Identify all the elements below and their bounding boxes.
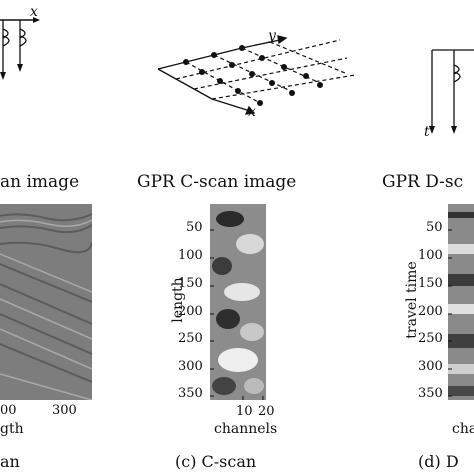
x-axis-letter: x [248,104,256,120]
y-axis-label: travel time [404,261,420,339]
x-axis-letter: x [30,4,38,20]
ytick: 200 [178,304,203,319]
ytick: 150 [178,276,203,291]
ytick: 200 [418,304,443,319]
t-axis-letter: t [424,124,430,140]
xtick: 20 [258,404,275,419]
dscan-ticks [448,229,452,397]
ytick: 100 [178,248,203,263]
cscan-image [210,204,266,400]
panel-c-caption: (c) C-scan [175,452,257,471]
panel-a-title: an image [0,172,80,192]
x-axis-label: chai [452,421,474,437]
panel-c-title: GPR C-scan image [137,172,297,192]
xtick: 10 [236,404,253,419]
dscan-schematic-diagram [429,49,474,134]
ytick: 50 [426,220,443,235]
x-axis-label: channels [214,421,278,437]
ytick: 100 [418,248,443,263]
ytick: 300 [178,359,203,374]
x-axis-label: gth [0,421,24,437]
ytick: 150 [418,276,443,291]
bscan-image [0,204,92,400]
bscan-schematic-diagram [0,17,40,80]
ytick: 50 [186,220,203,235]
ytick: 350 [178,386,203,401]
y-axis-label: length [170,277,186,323]
cscan-ticks [210,229,264,400]
cscan-grid-diagram [157,35,356,115]
ytick: 350 [418,386,443,401]
panel-a-caption: an [0,452,20,471]
panel-d-title: GPR D-sc [382,172,464,192]
xtick: 300 [52,403,77,418]
ytick: 250 [418,331,443,346]
xtick: 00 [0,403,17,418]
y-axis-letter: y [268,28,276,44]
panel-d-caption: (d) D [418,452,459,471]
ytick: 300 [418,359,443,374]
ytick: 250 [178,331,203,346]
dscan-image [448,204,474,400]
